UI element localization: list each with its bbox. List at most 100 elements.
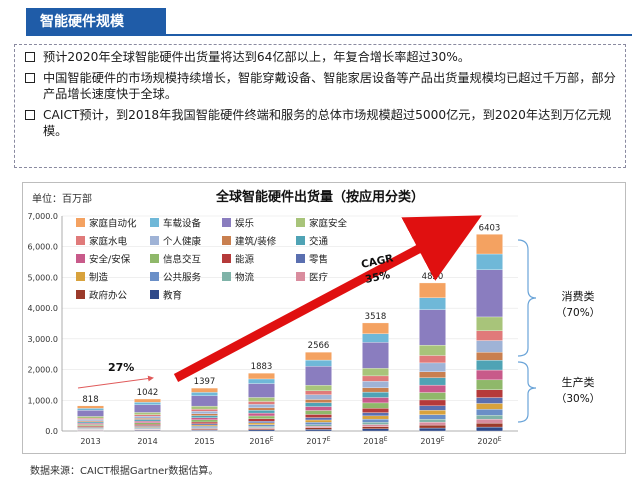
bullet-box: 预计2020年全球智能硬件出货量将达到64亿部以上，年复合增长率超过30%。 中… [14,44,626,168]
bar-total-label: 1397 [194,377,216,387]
bar-total-label: 6403 [479,223,501,233]
bar-segment [305,426,332,428]
legend-label: 医疗 [309,272,329,284]
bar-segment [476,316,503,331]
bar-segment [134,398,161,403]
early-growth-arrow [77,375,154,389]
page-title: 智能硬件规模 [26,8,166,36]
legend-label: 物流 [235,272,255,284]
bar-segment [248,373,275,380]
bar-total-label: 2566 [308,341,330,351]
bar-segment [248,426,275,428]
bar-segment [191,423,218,426]
bar-segment [305,359,332,367]
bar-segment [476,269,503,318]
y-tick-label: 2,000.0 [27,366,58,375]
x-tick-label: 2015 [194,437,214,446]
bar-segment [305,390,332,395]
bar-segment [305,406,332,411]
bullet-item: 预计2020年全球智能硬件出货量将达到64亿部以上，年复合增长率超过30%。 [23,49,617,65]
bar-segment [191,395,218,407]
bar-segment [305,402,332,407]
bullet-item: 中国智能硬件的市场规模持续增长，智能穿戴设备、智能家居设备等产品出货量规模均已超… [23,70,617,102]
legend-swatch [296,236,305,245]
bar-segment [419,421,446,426]
bar-segment [248,429,275,432]
bar-segment [191,421,218,424]
legend-swatch [150,236,159,245]
bar-segment [248,427,275,429]
legend-label: 信息交互 [163,254,202,266]
x-tick-label: 2020E [477,436,501,446]
bar-segment [362,387,389,393]
bar-segment [191,411,218,414]
bar-segment [305,385,332,391]
bar-segment [77,423,104,425]
bar-segment [77,405,104,409]
bar-segment [476,379,503,390]
bar-segment [191,426,218,428]
bar-segment [419,419,446,423]
bar-total-label: 818 [82,395,98,405]
bar-segment [305,424,332,427]
bar-segment [77,424,104,426]
consumer-bracket [517,239,537,357]
bar-segment [362,415,389,420]
bar-segment [134,414,161,417]
bar-segment [77,425,104,427]
bar-segment [362,428,389,432]
bar-segment [77,419,104,422]
bar-segment [305,352,332,361]
bullet-square-icon [25,73,35,83]
bar-segment [419,410,446,415]
bar-segment [419,282,446,298]
legend-swatch [76,272,85,281]
bar-segment [248,421,275,424]
legend-label: 家庭水电 [89,236,128,248]
bar-segment [362,322,389,334]
bar-segment [362,397,389,404]
legend-label: 家庭自动化 [89,218,137,230]
bar-segment [305,427,332,430]
bar-segment [419,424,446,429]
y-tick-label: 4,000.0 [27,304,58,313]
bar-segment [419,371,446,378]
bar-segment [476,369,503,381]
bar-segment [476,360,503,371]
bar-segment [248,422,275,425]
bar-segment [191,413,218,416]
legend-swatch [76,218,85,227]
bar-segment [77,420,104,423]
bar-segment [248,428,275,430]
bar-segment [476,253,503,270]
bar-segment [419,309,446,346]
legend-label: 教育 [163,290,182,302]
bar-segment [191,392,218,396]
legend-label: 交通 [309,236,329,248]
legend-swatch [150,254,159,263]
bar-segment [419,392,446,401]
legend-label: 建筑/装修 [235,236,277,248]
legend-swatch [222,254,231,263]
legend-label: 车载设备 [163,218,202,230]
bar-segment [476,340,503,353]
early-growth-label: 27% [108,361,134,374]
legend-label: 家庭安全 [309,218,348,230]
legend-label: 个人健康 [163,236,202,248]
bar-segment [305,429,332,432]
bar-segment [134,402,161,405]
bar-segment [77,408,104,411]
bar-segment [362,342,389,369]
bullet-text: CAICT预计，到2018年我国智能硬件终端和服务的总体市场规模超过5000亿元… [43,108,612,138]
bar-segment [77,416,104,419]
y-tick-label: 6,000.0 [27,243,58,252]
producer-share: （30%） [556,393,600,405]
bar-segment [476,422,503,428]
bar-segment [191,387,218,393]
bar-segment [362,426,389,429]
bar-segment [362,408,389,413]
bar-segment [419,427,446,432]
x-tick-label: 2013 [80,437,100,446]
bar-segment [248,424,275,427]
